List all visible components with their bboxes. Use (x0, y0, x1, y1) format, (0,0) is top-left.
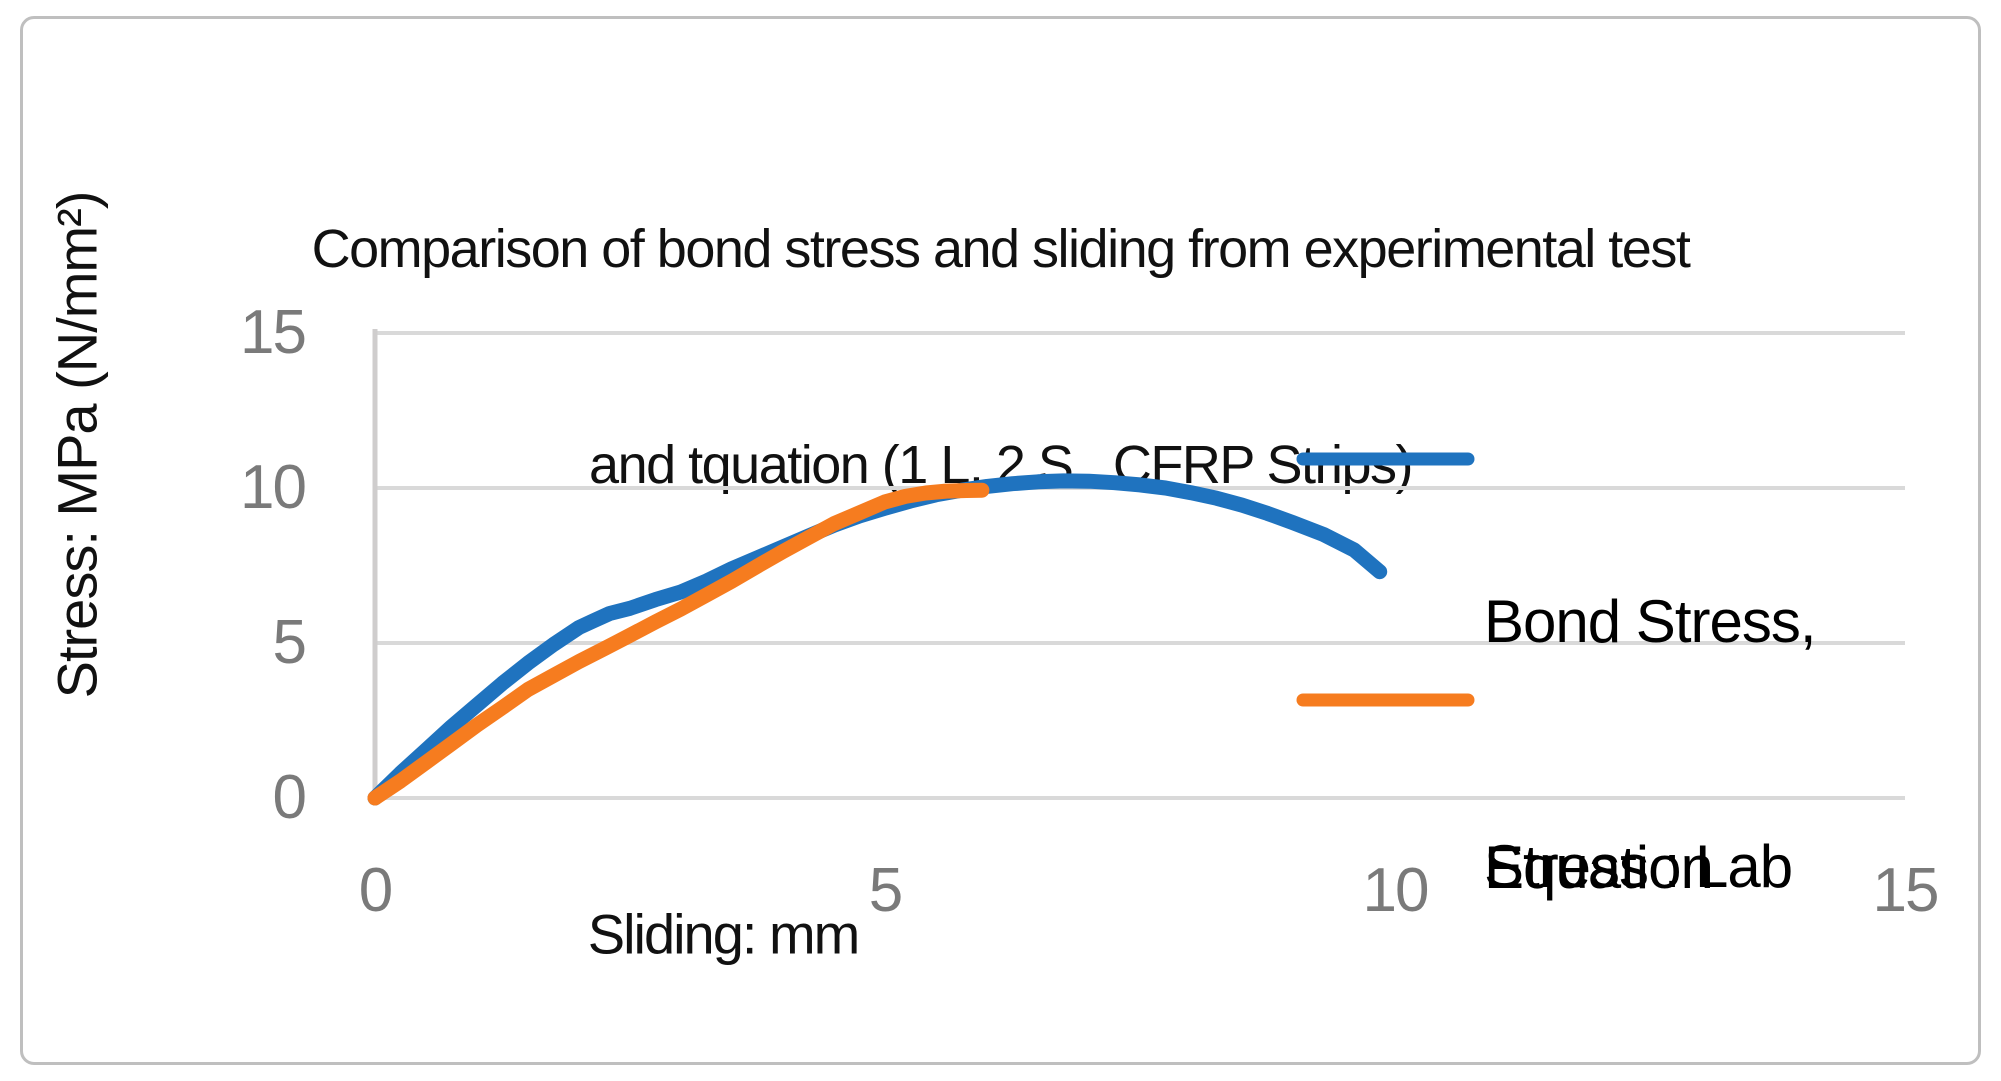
x-axis-title: Sliding: mm (587, 902, 861, 966)
x-tick-label-5: 5 (868, 856, 904, 925)
legend-label-line: Test, MPa (1484, 1072, 1792, 1081)
y-tick-label-0: 0 (272, 763, 308, 832)
chart-title: Comparison of bond stress and sliding fr… (0, 69, 2001, 645)
series-line-bond-stress-equation (367, 473, 1388, 806)
legend-label-stress-lab-test: Stress : Lab Test, MPa (1484, 662, 1793, 1081)
y-tick-label-10: 10 (240, 453, 307, 522)
chart-title-line-2: and tquation (1 L, 2 S, CFRP Strips) (589, 435, 1413, 495)
series-line-stress-lab-test (367, 482, 990, 806)
legend-label-line: Stress : Lab (1484, 833, 1793, 900)
y-tick-label-5: 5 (272, 608, 308, 677)
legend-label-bond-stress-equation: Bond Stress, Equation (1484, 417, 1817, 1073)
legend-label-line: Bond Stress, (1484, 588, 1817, 655)
legend-label-line: Equation (1484, 834, 1714, 901)
x-tick-label-0: 0 (358, 856, 394, 925)
y-tick-label-15: 15 (240, 298, 307, 367)
x-tick-label-15: 15 (1872, 856, 1940, 925)
chart-title-line-1: Comparison of bond stress and sliding fr… (311, 219, 1691, 279)
x-tick-label-10: 10 (1362, 856, 1430, 925)
